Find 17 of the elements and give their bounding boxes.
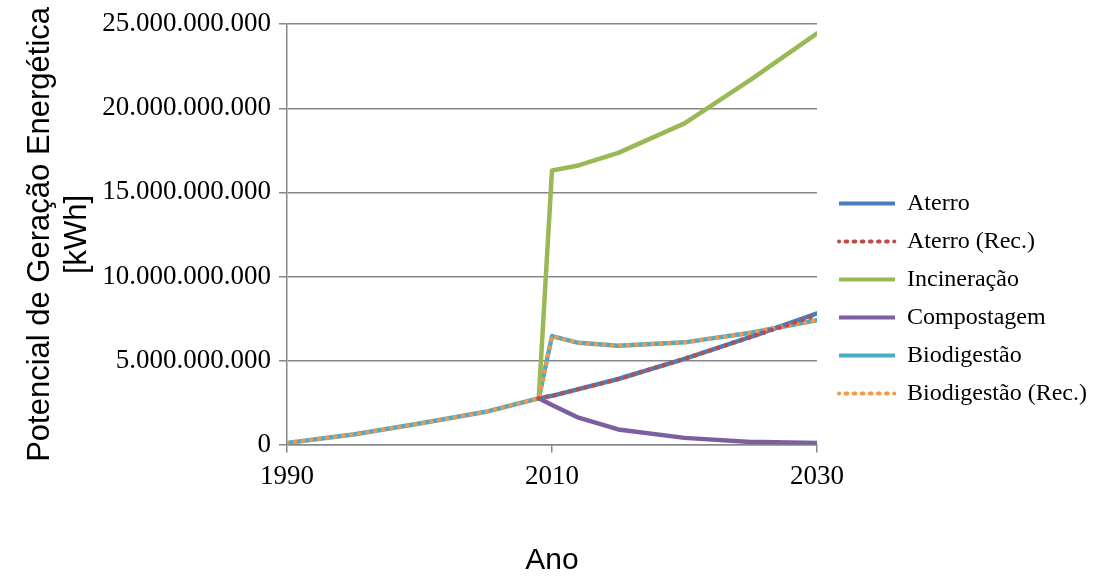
legend-label: Biodigestão (Rec.) [907,378,1087,405]
legend-label: Compostagem [907,302,1046,329]
y-tick-label: 10.000.000.000 [102,259,271,290]
legend-label: Aterro (Rec.) [907,226,1035,253]
y-tick-label: 20.000.000.000 [102,91,271,122]
x-tick-label: 1990 [260,459,314,490]
x-tick-label: 2030 [790,459,844,490]
legend-label: Incineração [907,264,1019,291]
y-tick-label: 0 [257,427,271,458]
x-axis-title: Ano [525,542,579,576]
y-axis-title: Potencial de Geração Energética [kWh] [21,6,94,462]
y-tick-label: 15.000.000.000 [102,175,271,206]
legend-label: Aterro [907,188,970,215]
y-tick-label: 25.000.000.000 [102,7,271,38]
x-tick-label: 2010 [525,459,579,490]
y-tick-label: 5.000.000.000 [115,343,271,374]
legend-label: Biodigestão [907,340,1022,367]
